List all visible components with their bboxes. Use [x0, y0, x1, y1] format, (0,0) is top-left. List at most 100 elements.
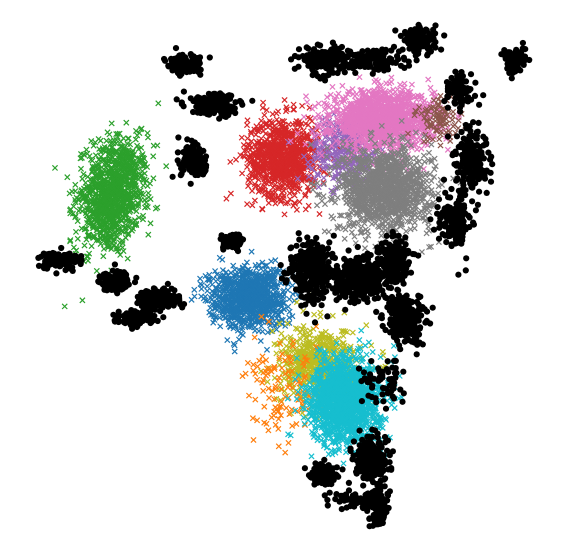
point-red	[281, 96, 288, 104]
point-green	[66, 190, 73, 197]
point-green	[140, 191, 147, 198]
point-green	[89, 219, 96, 227]
point-green	[74, 235, 81, 242]
point-green	[145, 231, 152, 238]
point-pink	[302, 93, 310, 100]
point-green	[124, 135, 131, 142]
point-green	[93, 267, 100, 274]
point-green	[146, 180, 154, 187]
point-green	[123, 119, 130, 126]
point-pink	[408, 81, 415, 88]
point-green	[96, 175, 103, 182]
point-gray	[328, 213, 335, 220]
point-pink	[425, 76, 432, 83]
point-green	[81, 242, 88, 249]
point-green	[150, 153, 157, 160]
point-gray	[378, 227, 385, 234]
point-green	[140, 182, 147, 189]
point-green	[83, 146, 90, 153]
point-green	[88, 137, 95, 145]
point-green	[133, 222, 140, 229]
point-green	[84, 257, 92, 264]
point-gray	[361, 245, 369, 252]
point-green	[92, 139, 99, 146]
point-pink	[444, 146, 451, 153]
point-gray	[309, 186, 316, 193]
point-red	[273, 110, 280, 117]
point-red	[232, 156, 240, 163]
point-green	[147, 196, 154, 203]
point-red	[238, 134, 245, 141]
scatter-points	[35, 21, 533, 530]
point-green	[75, 207, 82, 215]
point-pink	[401, 80, 408, 87]
point-green	[115, 201, 122, 208]
point-green	[86, 216, 93, 223]
point-pink	[356, 74, 363, 81]
point-green	[79, 297, 86, 304]
point-gray	[428, 141, 435, 148]
point-green	[152, 205, 159, 212]
point-red	[302, 206, 309, 213]
point-red	[244, 117, 251, 124]
point-pink	[388, 74, 395, 81]
point-green	[77, 165, 85, 172]
point-red	[299, 102, 306, 109]
point-gray	[332, 199, 339, 206]
point-gray	[420, 152, 427, 159]
point-red	[261, 112, 268, 119]
point-green	[72, 181, 79, 188]
point-red	[239, 170, 246, 177]
point-green	[82, 179, 89, 186]
point-red	[227, 190, 234, 197]
point-green	[100, 245, 107, 252]
point-green	[72, 228, 80, 235]
point-red	[249, 187, 256, 194]
point-green	[135, 146, 142, 153]
series-green	[51, 100, 170, 310]
point-brown	[437, 142, 444, 149]
point-red	[243, 122, 251, 129]
point-green	[163, 163, 170, 170]
point-green	[154, 142, 161, 149]
point-green	[100, 253, 107, 260]
point-green	[51, 164, 59, 171]
point-pink	[300, 113, 308, 120]
point-green	[83, 212, 90, 219]
point-green	[85, 232, 92, 239]
point-green	[119, 244, 126, 251]
point-gray	[318, 197, 325, 204]
point-green	[104, 129, 111, 136]
point-red	[265, 199, 272, 207]
point-green	[88, 243, 95, 250]
point-green	[141, 170, 148, 177]
point-pink	[304, 99, 311, 106]
point-brown	[449, 112, 457, 120]
point-pink	[383, 80, 390, 87]
point-green	[132, 136, 139, 143]
point-green	[135, 214, 142, 221]
point-gray	[334, 194, 341, 201]
point-green	[73, 247, 80, 254]
point-pink	[414, 146, 421, 153]
point-red	[290, 106, 297, 113]
point-green	[82, 225, 89, 233]
point-green	[155, 100, 162, 107]
point-green	[141, 162, 148, 170]
point-gray	[313, 202, 321, 209]
point-brown	[436, 136, 443, 143]
point-green	[72, 188, 79, 195]
point-gray	[320, 193, 327, 200]
point-red	[260, 99, 267, 106]
point-gray	[368, 220, 375, 228]
point-gray	[414, 214, 421, 221]
point-pink	[339, 82, 346, 89]
point-pink	[329, 83, 336, 90]
point-red	[307, 170, 314, 177]
point-green	[78, 202, 85, 209]
point-green	[67, 238, 74, 245]
point-red	[227, 158, 234, 165]
point-green	[111, 149, 118, 156]
point-green	[150, 175, 157, 182]
point-pink	[388, 78, 395, 86]
